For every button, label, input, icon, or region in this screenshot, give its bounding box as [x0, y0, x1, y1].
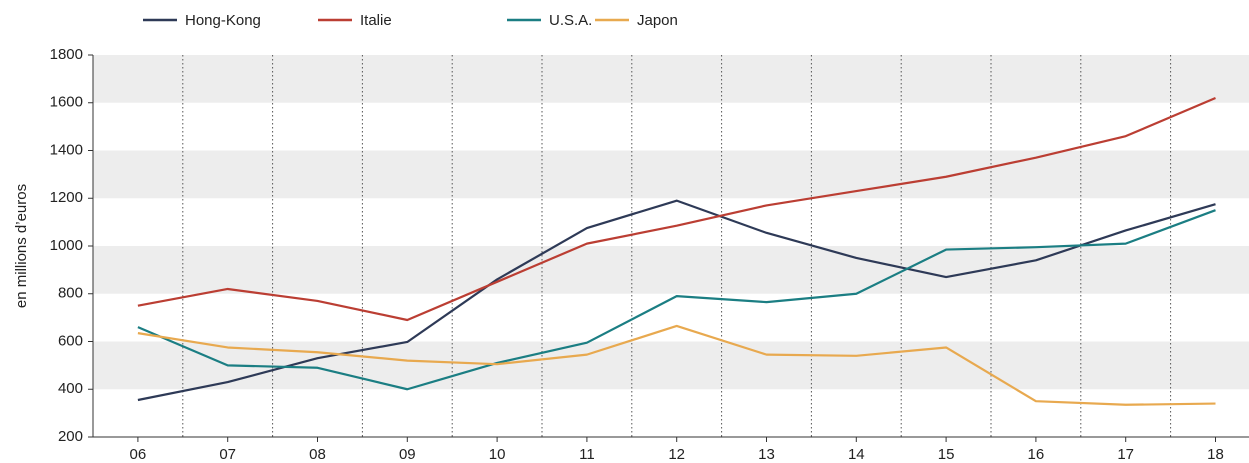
y-tick-label: 800	[58, 285, 83, 302]
y-tick-label: 1200	[50, 189, 83, 206]
y-axis-label: en millions d’euros	[13, 184, 30, 308]
y-tick-label: 400	[58, 380, 83, 397]
legend-label: Japon	[637, 12, 678, 29]
x-tick-label: 17	[1117, 446, 1134, 463]
y-tick-label: 1000	[50, 237, 83, 254]
y-tick-label: 1800	[50, 46, 83, 63]
x-tick-label: 18	[1207, 446, 1224, 463]
x-tick-label: 07	[219, 446, 236, 463]
x-tick-label: 08	[309, 446, 326, 463]
x-tick-label: 10	[489, 446, 506, 463]
series-line	[137, 324, 1216, 406]
x-tick-label: 14	[848, 446, 865, 463]
grid-band	[93, 150, 1249, 199]
legend-label: Hong-Kong	[185, 12, 261, 29]
x-tick-label: 16	[1028, 446, 1045, 463]
y-tick-label: 600	[58, 332, 83, 349]
y-tick-label: 1400	[50, 141, 83, 158]
series-line	[137, 96, 1216, 322]
legend-label: U.S.A.	[549, 12, 592, 29]
x-tick-label: 06	[130, 446, 147, 463]
x-tick-label: 09	[399, 446, 416, 463]
y-tick-label: 1600	[50, 94, 83, 111]
grid-band	[93, 55, 1249, 103]
legend-label: Italie	[360, 12, 392, 29]
x-tick-label: 13	[758, 446, 775, 463]
y-tick-label: 200	[58, 428, 83, 445]
series-line	[137, 209, 1216, 391]
series-line	[137, 199, 1216, 402]
grid-band	[93, 246, 1249, 294]
x-tick-label: 15	[938, 446, 955, 463]
x-tick-label: 12	[668, 446, 685, 463]
x-tick-label: 11	[579, 446, 595, 463]
